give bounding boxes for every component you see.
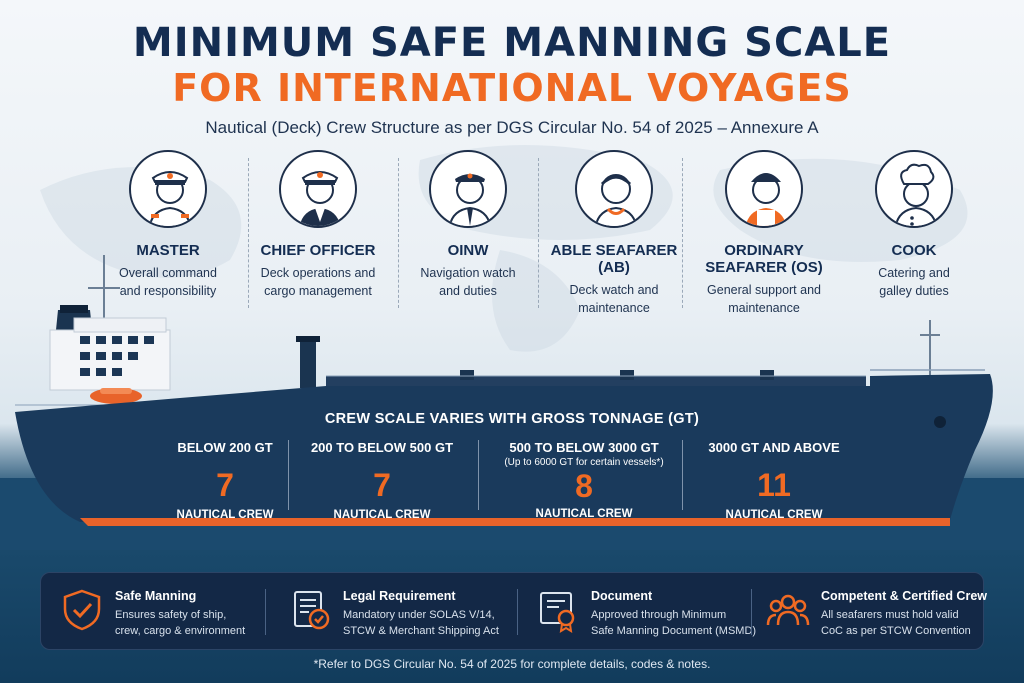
- legal-document-icon: [294, 591, 330, 630]
- role-desc-line-1: General support and: [707, 283, 821, 297]
- captain-icon: [129, 150, 207, 228]
- role-desc-line-1: Catering and: [878, 266, 950, 280]
- role-desc-line-1: Navigation watch: [420, 266, 516, 280]
- role-name: OINW: [447, 242, 489, 259]
- role-name: CHIEF OFFICER: [260, 242, 376, 259]
- role-divider: [398, 158, 399, 308]
- certificate-icon: [540, 592, 575, 633]
- tanker-ship-illustration: [0, 255, 1024, 550]
- info-title: Competent & Certified Crew: [821, 589, 987, 603]
- role-description: Catering and galley duties: [834, 264, 994, 300]
- role-divider: [248, 158, 249, 308]
- role-desc-line-1: Overall command: [119, 266, 217, 280]
- role-desc-line-2: galley duties: [879, 284, 949, 298]
- role-desc-line-1: Deck operations and: [260, 266, 376, 280]
- info-divider: [751, 589, 752, 635]
- info-desc-line-1: Approved through Minimum: [591, 609, 727, 621]
- tier-divider: [288, 440, 289, 510]
- info-panel: Safe Manning Ensures safety of ship, cre…: [40, 572, 987, 651]
- info-divider: [517, 589, 518, 635]
- tier-unit: NAUTICAL CREW: [176, 509, 274, 521]
- crew-scale-heading: CREW SCALE VARIES WITH GROSS TONNAGE (GT…: [324, 411, 700, 427]
- role-desc-line-2: and responsibility: [119, 284, 217, 298]
- info-title: Safe Manning: [115, 589, 197, 603]
- watch-officer-icon: [429, 150, 507, 228]
- info-legal-requirement: Legal Requirement Mandatory under SOLAS …: [287, 573, 517, 651]
- subtitle: Nautical (Deck) Crew Structure as per DG…: [205, 118, 819, 137]
- role-oinw: OINW Navigation watch and duties: [388, 150, 548, 300]
- tier-500-3000: 500 TO BELOW 3000 GT (Up to 6000 GT for …: [484, 440, 684, 520]
- role-chief-officer: CHIEF OFFICER Deck operations and cargo …: [238, 150, 398, 300]
- info-title: Legal Requirement: [343, 589, 456, 603]
- tier-value: 8: [575, 468, 593, 504]
- info-desc-line-1: Mandatory under SOLAS V/14,: [343, 609, 495, 621]
- info-desc-line-2: Safe Manning Document (MSMD): [591, 625, 757, 637]
- tier-unit: NAUTICAL CREW: [333, 509, 431, 521]
- role-desc-line-2: maintenance: [578, 301, 650, 315]
- tier-200-500: 200 TO BELOW 500 GT 7 NAUTICAL CREW: [292, 440, 472, 521]
- role-name: MASTER: [136, 242, 200, 259]
- tier-label: 3000 GT AND ABOVE: [708, 440, 840, 455]
- info-description: All seafarers must hold valid CoC as per…: [821, 607, 971, 639]
- title-line-2: FOR INTERNATIONAL VOYAGES: [172, 66, 852, 110]
- role-name: ABLE SEAFARER (AB): [550, 242, 678, 276]
- info-desc-line-2: CoC as per STCW Convention: [821, 625, 971, 637]
- tier-value: 7: [216, 467, 234, 503]
- info-description: Ensures safety of ship, crew, cargo & en…: [115, 607, 245, 639]
- info-desc-line-2: STCW & Merchant Shipping Act: [343, 625, 499, 637]
- role-able-seafarer: ABLE SEAFARER (AB) Deck watch and mainte…: [534, 150, 694, 317]
- shield-check-icon: [63, 589, 101, 631]
- tier-label: 200 TO BELOW 500 GT: [310, 440, 454, 455]
- role-desc-line-1: Deck watch and: [569, 283, 659, 297]
- officer-icon: [279, 150, 357, 228]
- role-name: COOK: [891, 242, 937, 259]
- role-description: General support and maintenance: [684, 281, 844, 317]
- tier-label: BELOW 200 GT: [177, 440, 273, 455]
- able-seafarer-icon: [575, 150, 653, 228]
- tier-label: 500 TO BELOW 3000 GT: [509, 440, 659, 455]
- role-master: MASTER Overall command and responsibilit…: [88, 150, 248, 300]
- tier-divider: [478, 440, 479, 510]
- tier-note: (Up to 6000 GT for certain vessels*): [504, 457, 664, 468]
- role-ordinary-seafarer: ORDINARY SEAFARER (OS) General support a…: [684, 150, 844, 317]
- info-title: Document: [591, 589, 653, 603]
- info-desc-line-2: crew, cargo & environment: [115, 625, 246, 637]
- role-description: Deck watch and maintenance: [534, 281, 694, 317]
- info-description: Approved through Minimum Safe Manning Do…: [591, 607, 756, 639]
- role-desc-line-2: maintenance: [728, 301, 800, 315]
- info-certified-crew: Competent & Certified Crew All seafarers…: [765, 573, 987, 651]
- role-divider: [538, 158, 539, 308]
- info-desc-line-1: All seafarers must hold valid: [821, 609, 959, 621]
- crew-roles-row: MASTER Overall command and responsibilit…: [0, 150, 1024, 315]
- info-divider: [265, 589, 266, 635]
- info-description: Mandatory under SOLAS V/14, STCW & Merch…: [343, 607, 499, 639]
- role-desc-line-2: cargo management: [264, 284, 372, 298]
- tier-divider: [682, 440, 683, 510]
- tier-value: 7: [373, 467, 391, 503]
- info-safe-manning: Safe Manning Ensures safety of ship, cre…: [59, 573, 269, 651]
- title-line-1: MINIMUM SAFE MANNING SCALE: [132, 20, 892, 66]
- role-divider: [682, 158, 683, 308]
- tier-unit: NAUTICAL CREW: [535, 508, 633, 520]
- cook-icon: [875, 150, 953, 228]
- role-description: Overall command and responsibility: [88, 264, 248, 300]
- tier-below-200: BELOW 200 GT 7 NAUTICAL CREW: [140, 440, 310, 521]
- role-description: Deck operations and cargo management: [238, 264, 398, 300]
- role-name: ORDINARY SEAFARER (OS): [705, 242, 823, 276]
- tier-value: 11: [757, 467, 791, 503]
- crew-group-icon: [766, 594, 810, 626]
- role-desc-line-2: and duties: [439, 284, 497, 298]
- role-cook: COOK Catering and galley duties: [834, 150, 994, 300]
- footnote: *Refer to DGS Circular No. 54 of 2025 fo…: [313, 657, 711, 671]
- info-document: Document Approved through Minimum Safe M…: [535, 573, 756, 651]
- tier-3000-above: 3000 GT AND ABOVE 11 NAUTICAL CREW: [684, 440, 864, 521]
- info-desc-line-1: Ensures safety of ship,: [115, 609, 227, 621]
- tier-unit: NAUTICAL CREW: [725, 509, 823, 521]
- ordinary-seafarer-icon: [725, 150, 803, 228]
- role-description: Navigation watch and duties: [388, 264, 548, 300]
